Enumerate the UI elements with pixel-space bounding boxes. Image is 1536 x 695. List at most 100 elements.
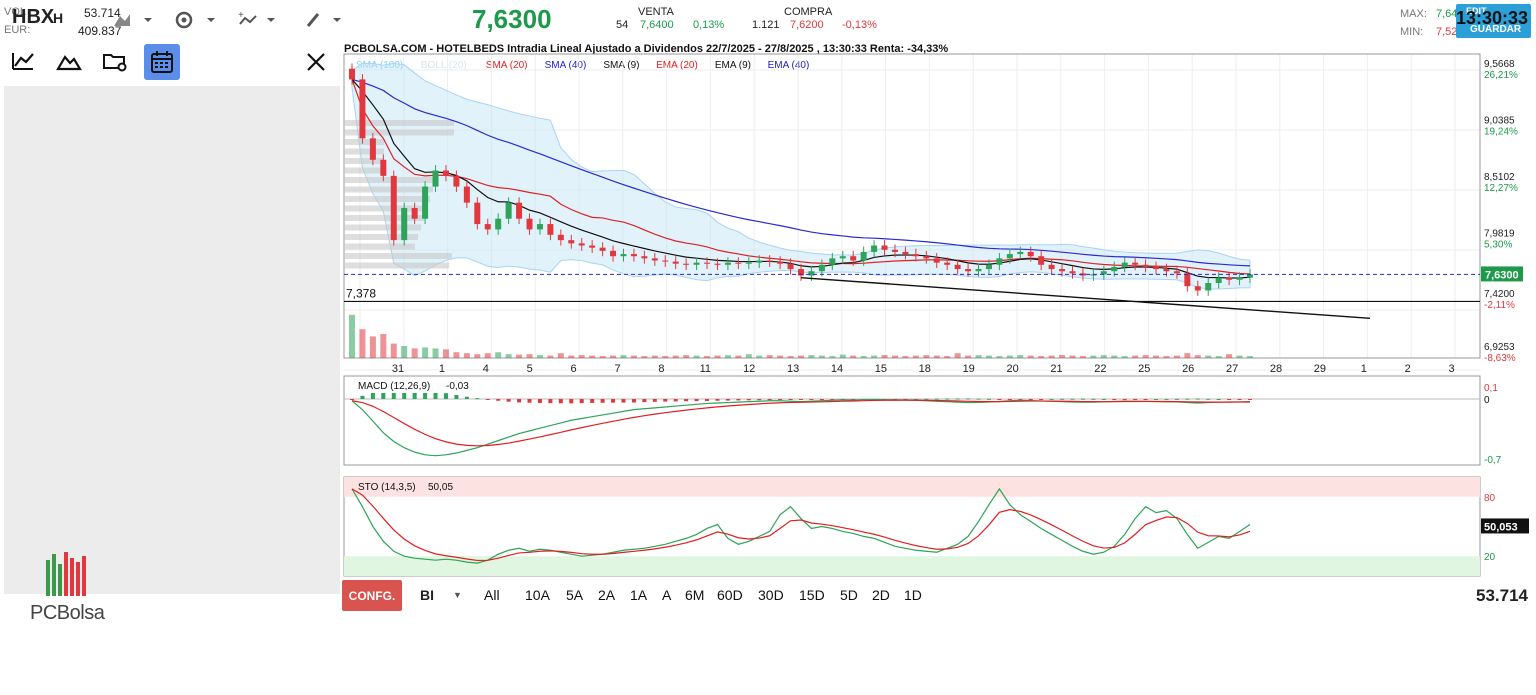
save-button[interactable]: EDIT GUARDAR <box>1456 4 1531 38</box>
macd-hist-bar <box>955 398 960 400</box>
boll-band <box>351 62 1251 290</box>
volume-bar <box>1194 355 1201 358</box>
volume-bar <box>463 353 470 358</box>
volume-bar <box>1215 356 1222 358</box>
top-bar: VOL EUR: HBX H 53.714 409.837 + 7,6300 V… <box>0 0 1536 42</box>
mountain-chart-button[interactable] <box>54 46 84 76</box>
volume-profile-bar <box>344 262 449 269</box>
config-button[interactable]: CONFG. <box>342 580 402 611</box>
macd-hist-bar <box>548 399 553 404</box>
range-button-15d[interactable]: 15D <box>799 587 825 603</box>
volume-bar <box>1038 356 1045 358</box>
candle-body <box>390 175 397 241</box>
draw-pencil-icon[interactable] <box>306 13 320 27</box>
bi-chevron-down-icon[interactable]: ▼ <box>453 590 462 600</box>
range-button-5d[interactable]: 5D <box>840 587 858 603</box>
chart-legend: SMA (100) BOLL (20) SMA (20) SMA (40) SMA (9… <box>356 60 809 71</box>
amount-value: 409.837 <box>78 24 122 38</box>
volume-profile-bar <box>344 177 436 183</box>
calendar-button[interactable] <box>144 44 180 80</box>
candle-body <box>411 208 418 219</box>
candle-body <box>777 261 784 264</box>
candle-body <box>1236 277 1243 280</box>
volume-bar <box>401 346 408 358</box>
volume-profile <box>344 120 454 269</box>
chevron-down-icon <box>144 18 152 22</box>
candle-body <box>1194 286 1201 291</box>
candle-body <box>766 260 773 262</box>
volume-bar <box>985 355 992 358</box>
candle-body <box>1205 283 1212 291</box>
range-button-1a[interactable]: 1A <box>630 587 648 603</box>
volume-bar <box>380 334 387 358</box>
volume-bars <box>349 314 1253 358</box>
range-button-6m[interactable]: 6M <box>685 587 705 603</box>
macd-signal-line <box>351 399 1251 447</box>
calendar-icon <box>151 51 173 73</box>
volume-profile-bar <box>344 148 384 155</box>
candle-body <box>1215 277 1222 283</box>
candle-body <box>1100 271 1107 275</box>
sell-label: VENTA <box>638 6 674 18</box>
folder-settings-button[interactable] <box>100 46 130 76</box>
macd-hist-bar <box>705 399 710 401</box>
trend-lines: 7,378 <box>344 273 1480 320</box>
macd-hist-bar <box>1112 399 1117 400</box>
line-chart-button[interactable] <box>8 46 38 76</box>
candle-body <box>1226 277 1233 280</box>
volume-bar <box>766 355 773 358</box>
macd-hist-bar <box>1122 399 1127 400</box>
volume-profile-bar <box>344 186 433 193</box>
candle-body <box>1027 251 1034 257</box>
volume-bar <box>557 353 564 358</box>
buy-pct: -0,13% <box>842 19 877 31</box>
x-tick-label: 15 <box>875 363 887 375</box>
range-button-all[interactable]: All <box>484 587 500 603</box>
volume-bar <box>1153 355 1160 358</box>
volume-profile-bar <box>344 243 415 250</box>
sto-current-tag <box>1481 518 1529 534</box>
volume-bar <box>745 354 752 358</box>
ticker-symbol[interactable]: HBX <box>12 6 55 28</box>
chart-area[interactable]: PCBOLSA.COM - HOTELBEDS Intradia Lineal … <box>340 40 1536 580</box>
gear-icon[interactable] <box>175 11 193 29</box>
candle-body <box>881 245 888 250</box>
candle-body <box>1006 254 1013 259</box>
range-button-30d[interactable]: 30D <box>758 587 784 603</box>
chart-type-icon[interactable] <box>114 14 130 26</box>
candle-body <box>683 263 690 265</box>
x-tick-label: 20 <box>1006 363 1018 375</box>
range-button-10a[interactable]: 10A <box>525 587 550 603</box>
candle-body <box>526 218 533 230</box>
candle-body <box>860 251 867 261</box>
x-tick-label: 4 <box>483 363 489 375</box>
volume-bar <box>1027 355 1034 358</box>
legend-item: EMA (40) <box>768 60 810 71</box>
bi-button[interactable]: BI <box>420 587 434 603</box>
volume-bar <box>860 356 867 358</box>
candle-body <box>975 269 982 272</box>
candle-body <box>369 138 376 160</box>
sto-current-text: 50,053 <box>1484 521 1518 533</box>
indicators-icon[interactable]: + <box>238 10 257 25</box>
range-button-5a[interactable]: 5A <box>566 587 584 603</box>
macd-hist-bar <box>350 399 354 400</box>
volume-bar <box>881 355 888 358</box>
candle-body <box>839 256 846 259</box>
close-button[interactable] <box>304 50 328 74</box>
range-button-2a[interactable]: 2A <box>598 587 616 603</box>
volume-bar <box>1048 355 1055 358</box>
candle-body <box>902 251 909 255</box>
buy-price: 7,6200 <box>790 19 824 31</box>
candle-body <box>578 243 585 246</box>
candle-body <box>568 240 575 244</box>
macd-panel: MACD (12,26,9) -0,03 0,10 -0,7 <box>343 375 1502 466</box>
macd-hist-bar <box>652 399 657 402</box>
range-button-2d[interactable]: 2D <box>872 587 890 603</box>
buy-qty: 1.121 <box>752 19 780 31</box>
volume-bar <box>829 356 836 358</box>
range-button-1d[interactable]: 1D <box>904 587 922 603</box>
macd-hist-bar <box>778 399 783 400</box>
range-button-a[interactable]: A <box>662 587 672 603</box>
range-button-60d[interactable]: 60D <box>717 587 743 603</box>
